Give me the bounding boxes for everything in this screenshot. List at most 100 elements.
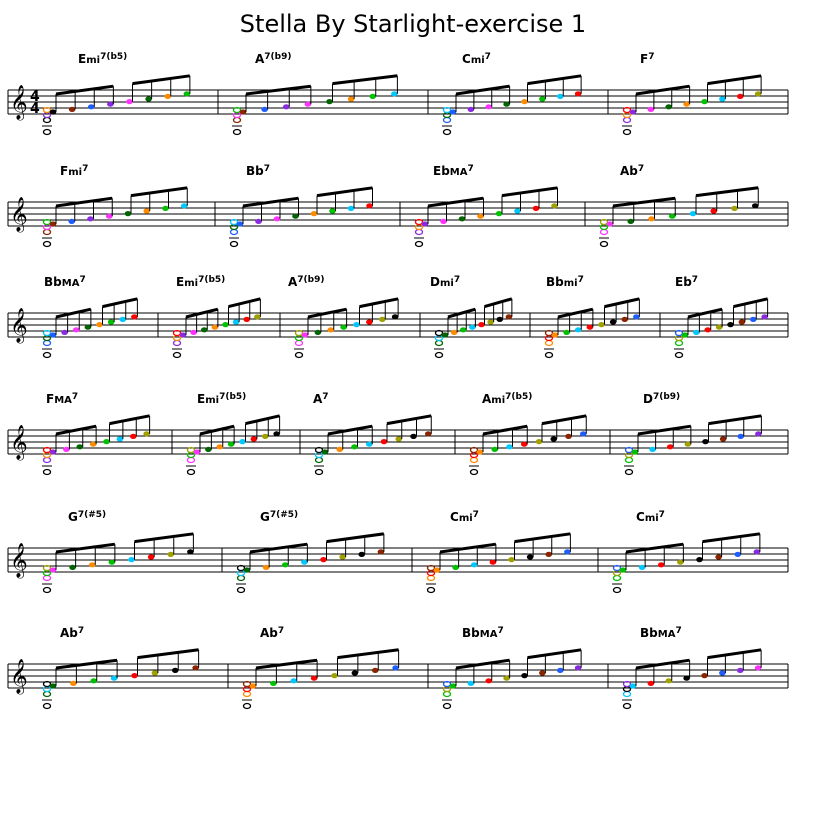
note <box>450 329 458 335</box>
chord-root: D <box>643 392 653 406</box>
beam <box>557 307 594 319</box>
note <box>290 678 298 684</box>
bass-note <box>624 468 634 476</box>
note <box>574 665 582 671</box>
note <box>331 673 338 679</box>
note <box>449 109 457 115</box>
chord-tone-note <box>434 334 444 342</box>
beam <box>249 542 308 554</box>
chord-tone-note <box>42 329 52 337</box>
note <box>657 562 665 568</box>
chord-tone-note <box>599 228 609 236</box>
chord-tone-note <box>232 106 242 114</box>
chord-tone-note <box>229 218 239 226</box>
chord-root: C <box>636 510 645 524</box>
beam <box>386 414 432 426</box>
chord-extension: 7 <box>79 275 85 285</box>
chord-extension: 7 <box>675 626 681 636</box>
note <box>63 446 70 452</box>
bass-note <box>674 351 684 359</box>
note <box>701 99 708 105</box>
chord-symbol: Fmi7 <box>60 164 88 178</box>
chord-quality: mi <box>86 55 100 66</box>
chord-extension: 7 <box>473 510 479 520</box>
note <box>619 567 627 573</box>
note <box>371 667 379 674</box>
note <box>49 221 57 227</box>
beam <box>541 414 587 426</box>
chord-symbol: Ami7(b5) <box>482 392 532 406</box>
chord-tone-note <box>599 223 609 231</box>
bass-note <box>42 128 52 136</box>
note <box>551 203 558 209</box>
bass-note <box>294 351 304 359</box>
note <box>89 441 97 447</box>
bass-note <box>186 468 196 476</box>
note <box>621 316 629 322</box>
chord-tone-note <box>426 564 436 572</box>
note <box>179 332 187 338</box>
note <box>310 211 318 217</box>
bass-note <box>42 586 52 594</box>
chord-extension: 7 <box>278 626 284 636</box>
note <box>301 559 308 565</box>
note <box>693 329 700 335</box>
note <box>200 327 208 333</box>
note <box>627 218 635 224</box>
note <box>467 106 475 112</box>
note <box>749 316 757 322</box>
note <box>539 96 546 102</box>
beam <box>132 74 191 86</box>
note <box>193 449 201 455</box>
note <box>508 557 515 563</box>
note <box>320 557 327 563</box>
chord-root: G <box>260 510 270 524</box>
note <box>503 675 510 681</box>
note <box>736 667 744 674</box>
chord-tone-note <box>599 218 609 226</box>
chord-tone-note <box>314 456 324 464</box>
note <box>116 436 124 442</box>
beam <box>137 648 199 660</box>
note <box>469 324 476 330</box>
note <box>239 109 247 115</box>
chord-root: E <box>176 275 184 289</box>
note <box>681 332 689 338</box>
chord-symbol: D7(b9) <box>643 392 680 406</box>
beam <box>527 648 582 660</box>
chord-extension: 7 <box>648 52 654 62</box>
note <box>458 216 466 222</box>
note <box>128 557 135 563</box>
beam <box>55 424 97 436</box>
note <box>366 319 373 325</box>
bass-note <box>242 702 252 710</box>
note <box>440 218 447 224</box>
note <box>629 109 637 115</box>
note <box>410 433 417 439</box>
note <box>105 213 113 219</box>
chord-tone-note <box>622 106 632 114</box>
note <box>72 327 80 333</box>
bass-note <box>612 586 622 594</box>
note <box>119 316 127 322</box>
note <box>192 665 199 671</box>
chord-extension: 7(b9) <box>264 52 291 62</box>
chord-extension: 7 <box>659 510 665 520</box>
chord-extension: 7(#5) <box>78 510 106 520</box>
bass-note <box>232 128 242 136</box>
note <box>556 93 564 99</box>
bass-note <box>544 351 554 359</box>
chord-root: A <box>255 52 265 66</box>
note <box>495 211 503 217</box>
staff-system: 𝄞BbMA7 Emi7(b5) A7(b9) Dmi7 Bbmi7 Eb7 <box>7 275 789 359</box>
note <box>715 554 722 560</box>
chord-tone-note <box>612 564 622 572</box>
note <box>108 559 116 565</box>
note <box>336 446 344 452</box>
note <box>68 106 76 112</box>
note <box>665 104 673 110</box>
note <box>683 101 690 107</box>
chord-tone-note <box>622 111 632 119</box>
note <box>539 670 546 676</box>
beam <box>316 186 373 198</box>
